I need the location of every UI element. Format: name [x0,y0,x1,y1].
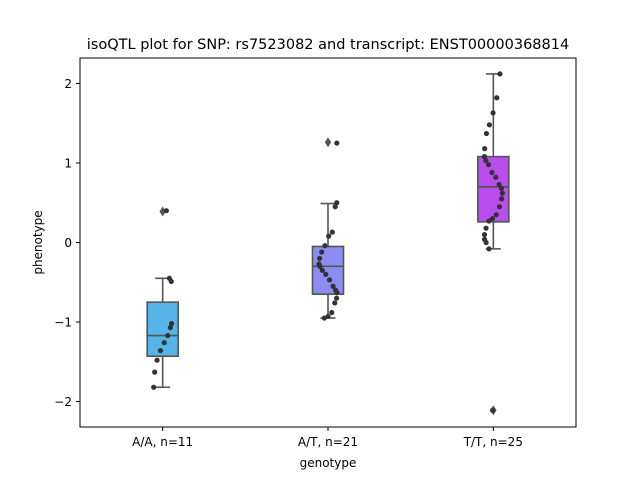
data-point [499,196,505,202]
data-point [319,249,325,255]
iqr-box [477,155,510,223]
data-point [326,233,332,239]
data-point [334,290,340,296]
data-point [334,200,340,206]
data-point [483,130,490,137]
data-point [483,157,489,164]
x-tick-label: T/T, n=25 [463,435,523,449]
data-point [163,208,169,214]
data-point [321,315,327,321]
data-point [317,263,323,269]
data-point [161,340,167,346]
data-point [329,309,335,316]
data-point [494,95,500,101]
box-group [311,137,345,321]
data-point [482,146,488,152]
x-axis-label: genotype [300,456,357,470]
data-point [323,271,329,277]
data-point [332,300,338,306]
data-point [481,231,488,238]
data-point [154,357,160,363]
data-point [490,110,496,116]
data-point [319,267,325,273]
y-tick-label: 2 [64,77,72,91]
x-tick-label: A/T, n=21 [298,435,358,449]
data-point [496,204,503,210]
data-point [167,324,173,331]
chart-title: isoQTL plot for SNP: rs7523082 and trans… [87,37,569,53]
data-point [157,348,164,354]
outlier-marker [324,137,332,148]
y-tick-label: 1 [64,156,72,170]
data-point [152,369,158,375]
plot-area [146,71,510,416]
data-point [489,169,495,176]
data-point [486,246,492,252]
y-axis-label: phenotype [31,210,45,274]
data-point [496,181,502,188]
data-point [168,278,174,285]
data-point [334,140,340,146]
data-point [493,174,499,180]
data-point [332,204,338,210]
x-axis: A/A, n=11 A/T, n=21 T/T, n=25 [132,427,523,449]
data-point [322,243,328,249]
data-point [498,185,505,192]
data-point [168,321,175,327]
y-axis: −2 −1 0 1 2 [54,77,80,409]
outlier-marker [159,206,166,217]
y-tick-label: 0 [64,236,72,250]
data-point [490,407,496,413]
data-point [330,283,336,289]
data-point [481,154,488,160]
y-tick-label: −1 [54,316,72,330]
data-point [497,71,503,77]
data-point [485,161,492,168]
data-point [486,122,493,128]
data-point [499,190,505,196]
x-tick-label: A/A, n=11 [132,435,193,449]
data-point [151,384,157,390]
data-point [493,212,499,218]
iqr-box [146,301,179,358]
box-group [477,71,510,416]
data-point [483,225,489,231]
data-point [317,255,323,262]
iqr-box [311,245,345,295]
data-point [486,218,492,224]
data-point [483,239,489,246]
data-point [329,229,335,235]
data-point [334,295,340,301]
y-tick-label: −2 [54,395,72,409]
data-point [326,277,333,283]
box-group [146,206,179,390]
data-point [165,332,171,339]
